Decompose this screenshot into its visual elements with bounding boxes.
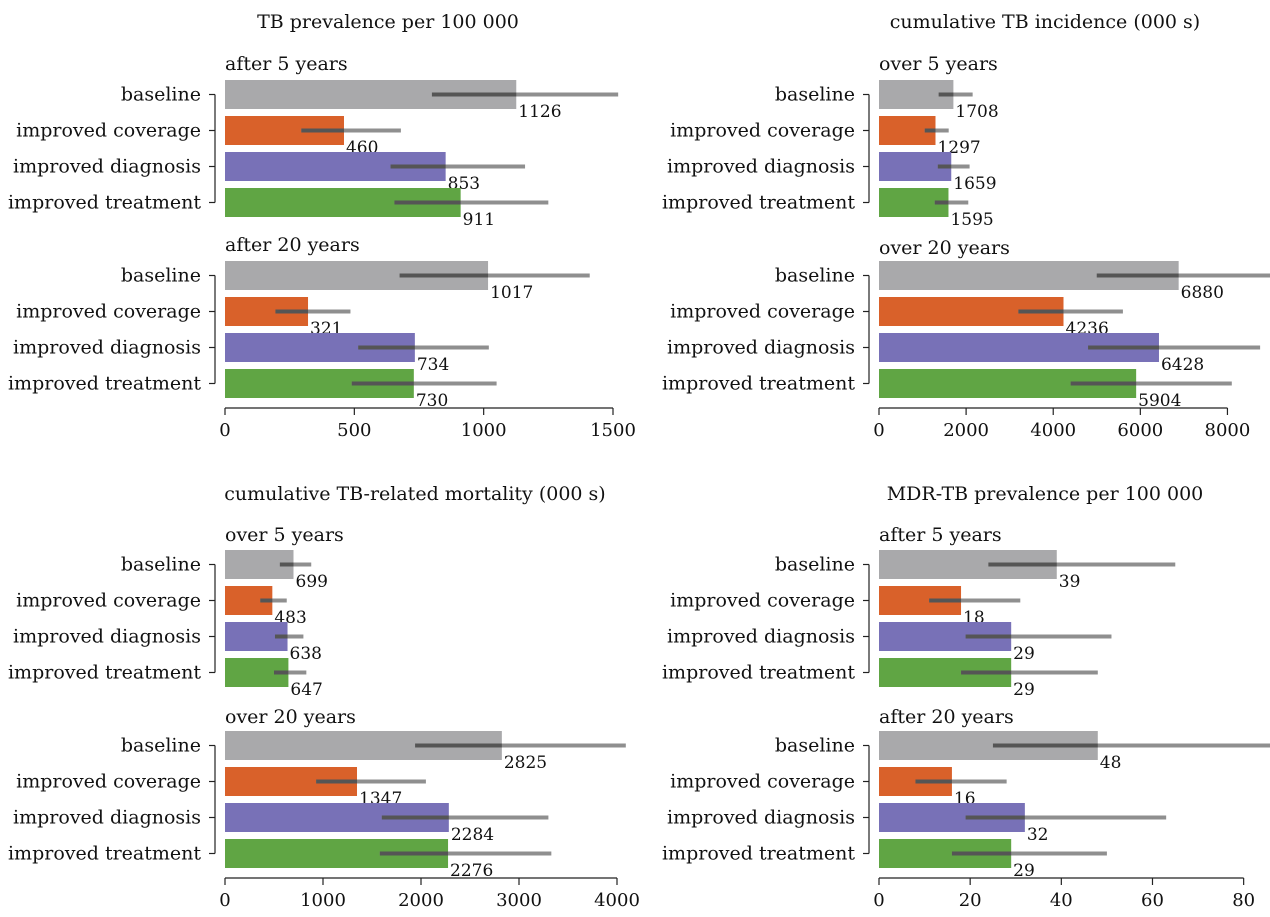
chart-2-value-label: 1595 (950, 210, 993, 230)
chart-4-title: MDR-TB prevalence per 100 000 (887, 483, 1204, 505)
chart-4-value-label: 29 (1013, 861, 1035, 881)
chart-3-xtick-label: 3000 (496, 890, 542, 911)
chart-2-category-label: improved treatment (662, 373, 855, 395)
chart-3-category-label: baseline (121, 735, 201, 757)
chart-3-category-label: improved treatment (8, 662, 201, 684)
chart-4-category-label: improved coverage (670, 771, 855, 793)
chart-3-category-label: improved coverage (16, 590, 201, 612)
chart-2-xtick-label: 0 (873, 420, 884, 441)
chart-3-value-label: 638 (290, 644, 322, 664)
chart-3-value-label: 2276 (450, 861, 493, 881)
chart-1-category-label: baseline (121, 265, 201, 287)
chart-1-value-label: 1017 (490, 283, 533, 303)
chart-1-xtick-label: 1000 (461, 420, 507, 441)
chart-1-category-label: improved coverage (16, 301, 201, 323)
chart-4-xtick-label: 40 (1050, 890, 1073, 911)
chart-4-category-label: baseline (775, 554, 855, 576)
chart-1-group-1-label: after 5 years (225, 53, 348, 75)
chart-1-category-label: improved diagnosis (13, 337, 201, 359)
chart-4-category-label: baseline (775, 735, 855, 757)
chart-3-category-label: improved treatment (8, 843, 201, 865)
chart-1-xtick-label: 1500 (590, 420, 636, 441)
chart-1-category-label: improved diagnosis (13, 156, 201, 178)
chart-2-xtick-label: 6000 (1117, 420, 1163, 441)
chart-1-value-label: 730 (416, 391, 448, 411)
chart-4-xtick-label: 60 (1141, 890, 1164, 911)
chart-1-value-label: 911 (463, 210, 495, 230)
chart-2-category-label: improved diagnosis (667, 156, 855, 178)
chart-4-value-label: 29 (1013, 680, 1035, 700)
chart-3-category-label: baseline (121, 554, 201, 576)
chart-2-value-label: 6428 (1161, 355, 1204, 375)
chart-1-xtick-label: 500 (337, 420, 371, 441)
chart-2-category-label: improved coverage (670, 301, 855, 323)
chart-4-category-label: improved diagnosis (667, 807, 855, 829)
chart-1-category-label: improved treatment (8, 192, 201, 214)
chart-3-value-label: 647 (290, 680, 322, 700)
chart-4-xtick-label: 20 (959, 890, 982, 911)
chart-3-value-label: 699 (296, 572, 328, 592)
chart-3-xtick-label: 1000 (300, 890, 346, 911)
chart-2-category-label: baseline (775, 265, 855, 287)
chart-2-xtick-label: 8000 (1205, 420, 1251, 441)
chart-2-value-label: 1708 (955, 102, 998, 122)
chart-4-category-label: improved diagnosis (667, 626, 855, 648)
chart-4-group-1-label: after 5 years (879, 524, 1002, 546)
chart-4-group-2-label: after 20 years (879, 706, 1014, 728)
chart-4-category-label: improved treatment (662, 843, 855, 865)
chart-3-xtick-label: 4000 (594, 890, 640, 911)
chart-3-category-label: improved coverage (16, 771, 201, 793)
chart-3-category-label: improved diagnosis (13, 626, 201, 648)
chart-3-category-label: improved diagnosis (13, 807, 201, 829)
chart-3-group-2-label: over 20 years (225, 706, 356, 728)
chart-1-category-label: improved coverage (16, 120, 201, 142)
chart-2-xtick-label: 4000 (1030, 420, 1076, 441)
chart-4-value-label: 39 (1059, 572, 1081, 592)
chart-1-group-2-label: after 20 years (225, 234, 360, 256)
chart-3-value-label: 2825 (504, 753, 547, 773)
chart-3-group-1-label: over 5 years (225, 524, 344, 546)
chart-4-category-label: improved coverage (670, 590, 855, 612)
chart-2-category-label: baseline (775, 84, 855, 106)
chart-4-xtick-label: 0 (873, 890, 884, 911)
chart-2-group-2-label: over 20 years (879, 237, 1010, 259)
chart-2-group-1-label: over 5 years (879, 53, 998, 75)
chart-4-value-label: 29 (1013, 644, 1035, 664)
chart-3-xtick-label: 2000 (398, 890, 444, 911)
chart-4-value-label: 32 (1027, 825, 1049, 845)
chart-1-value-label: 1126 (518, 102, 561, 122)
chart-2-value-label: 1659 (953, 174, 996, 194)
chart-2-value-label: 6880 (1181, 283, 1224, 303)
chart-1-category-label: baseline (121, 84, 201, 106)
chart-2-category-label: improved treatment (662, 192, 855, 214)
chart-4-category-label: improved treatment (662, 662, 855, 684)
chart-3-title: cumulative TB-related mortality (000 s) (224, 483, 605, 505)
chart-2-value-label: 5904 (1138, 391, 1181, 411)
chart-3-value-label: 2284 (451, 825, 494, 845)
chart-2-xtick-label: 2000 (943, 420, 989, 441)
chart-1-value-label: 734 (417, 355, 449, 375)
chart-2-category-label: improved coverage (670, 120, 855, 142)
chart-1-category-label: improved treatment (8, 373, 201, 395)
chart-4-value-label: 48 (1100, 753, 1122, 773)
chart-2-title: cumulative TB incidence (000 s) (890, 11, 1200, 33)
chart-1-title: TB prevalence per 100 000 (257, 11, 519, 33)
chart-3-xtick-label: 0 (219, 890, 230, 911)
chart-2-category-label: improved diagnosis (667, 337, 855, 359)
chart-1-xtick-label: 0 (219, 420, 230, 441)
chart-4-xtick-label: 80 (1232, 890, 1255, 911)
